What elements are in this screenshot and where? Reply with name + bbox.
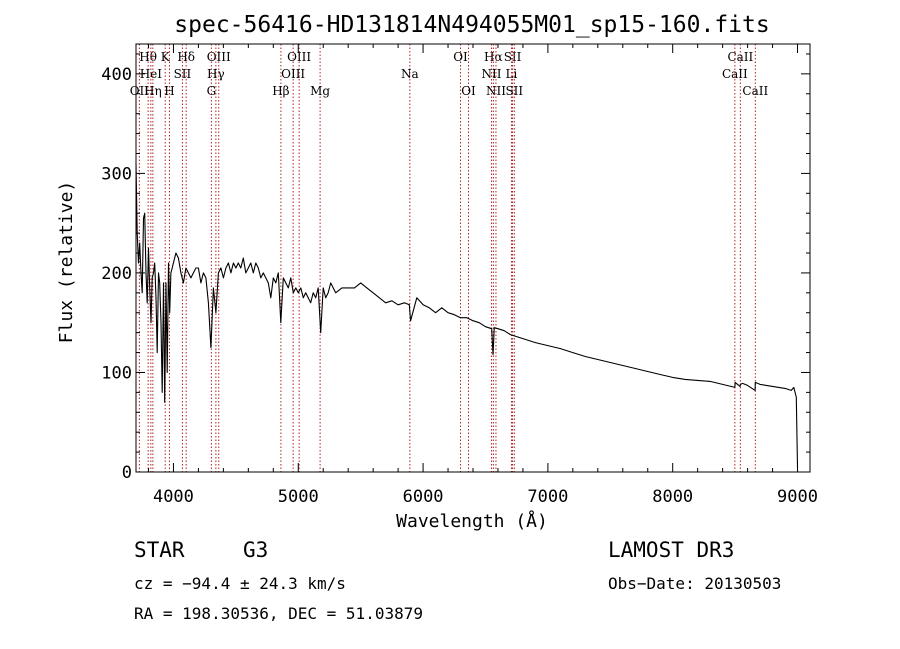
y-tick-label-3: 300 xyxy=(101,164,132,184)
y-axis-label: Flux (relative) xyxy=(56,181,77,344)
x-tick-label-4: 8000 xyxy=(652,487,693,507)
line-label-23: SII xyxy=(505,84,523,98)
x-axis-label: Wavelength (Å) xyxy=(396,510,548,532)
axis-ticks: 4000 5000 6000 7000 8000 9000 0 100 200 300 400 xyxy=(101,44,818,507)
line-label-17: OI xyxy=(461,84,476,98)
y-tick-label-1: 100 xyxy=(101,363,132,383)
coordinates: RA = 198.30536, DEC = 51.03879 xyxy=(134,604,423,623)
line-label-24: CaII xyxy=(727,50,753,64)
line-label-20: NII xyxy=(486,84,506,98)
survey-name: LAMOST DR3 xyxy=(608,538,735,562)
x-tick-label-2: 6000 xyxy=(403,487,444,507)
plot-frame xyxy=(135,43,811,473)
line-label-18: Hα xyxy=(484,50,503,64)
line-label-22: Li xyxy=(506,67,518,81)
object-class: STAR xyxy=(134,538,185,562)
line-label-3: Hη xyxy=(144,84,162,98)
line-label-14: Mg xyxy=(310,84,330,98)
line-label-9: Hγ xyxy=(207,67,225,81)
y-tick-label-0: 0 xyxy=(122,463,132,483)
line-label-8: OIII xyxy=(207,50,231,64)
line-label-15: Na xyxy=(401,67,419,81)
line-label-11: Hβ xyxy=(272,84,289,98)
redshift-cz: cz = −94.4 ± 24.3 km/s xyxy=(134,574,346,593)
line-label-5: H xyxy=(164,84,174,98)
line-label-21: SII xyxy=(504,50,522,64)
line-label-25: CaII xyxy=(722,67,748,81)
series-line-flux xyxy=(135,163,799,468)
line-label-4: K xyxy=(161,50,171,64)
line-label-7: Hδ xyxy=(177,50,195,64)
line-label-16: OI xyxy=(453,50,468,64)
chart-title: spec-56416-HD131814N494055M01_sp15-160.f… xyxy=(174,12,769,38)
line-label-6: SII xyxy=(174,67,192,81)
x-tick-label-0: 4000 xyxy=(153,487,194,507)
line-label-10: G xyxy=(207,84,217,98)
series-layer xyxy=(135,163,799,468)
line-label-1: Hθ xyxy=(139,50,157,64)
x-tick-label-3: 7000 xyxy=(527,487,568,507)
line-label-26: CaII xyxy=(742,84,768,98)
y-tick-label-4: 400 xyxy=(101,65,132,85)
line-label-2: HeI xyxy=(140,67,163,81)
x-tick-label-1: 5000 xyxy=(278,487,319,507)
observation-date: Obs−Date: 20130503 xyxy=(608,574,782,593)
line-label-12: OIII xyxy=(287,50,311,64)
line-label-13: OIII xyxy=(281,67,305,81)
object-subclass: G3 xyxy=(243,538,269,562)
line-label-19: NII xyxy=(481,67,501,81)
y-tick-label-2: 200 xyxy=(101,264,132,284)
x-tick-label-5: 9000 xyxy=(777,487,818,507)
line-label-0: OII xyxy=(130,84,150,98)
